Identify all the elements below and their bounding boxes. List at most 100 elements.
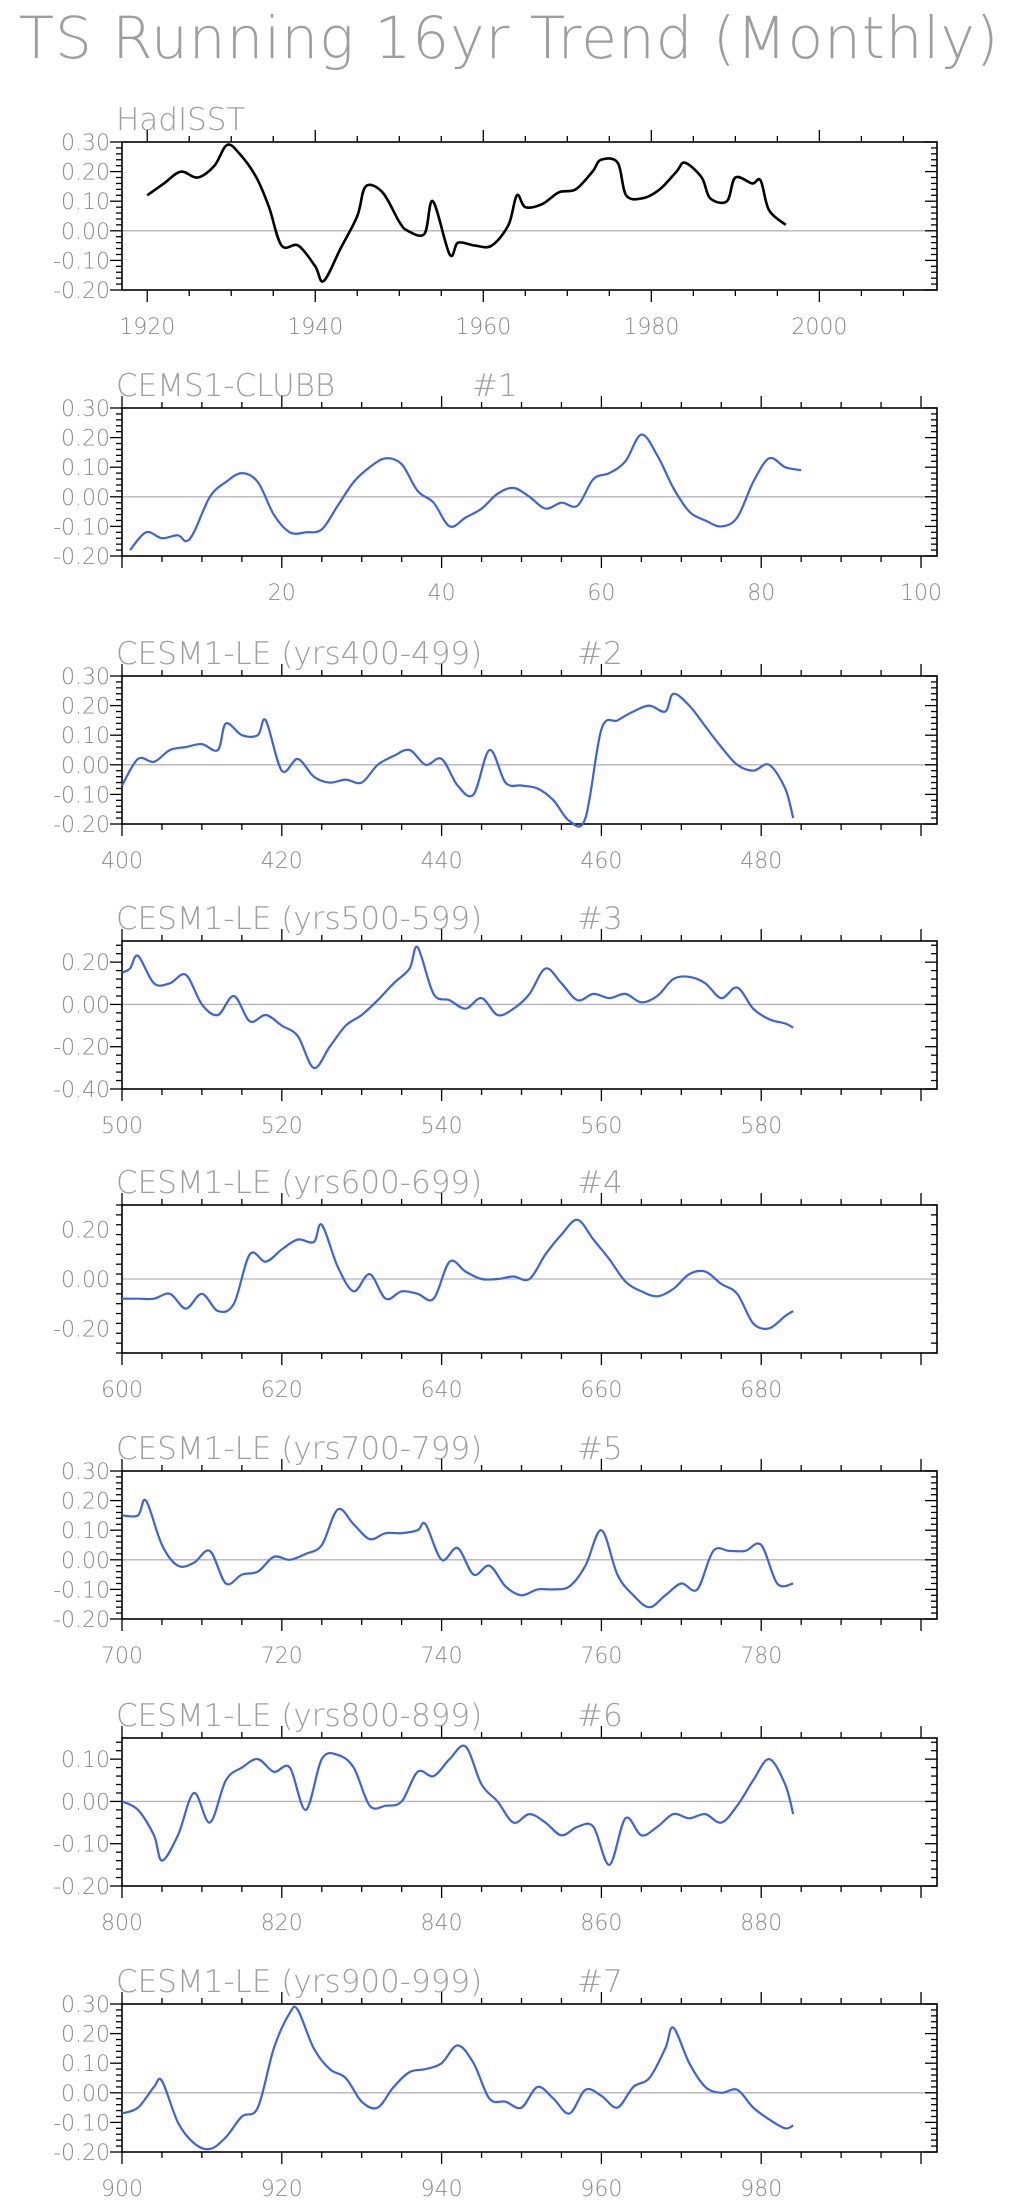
y-tick-label: 0.10 bbox=[61, 2052, 110, 2077]
x-tick-label: 1960 bbox=[455, 315, 511, 340]
panel-title: CEMS1-CLUBB bbox=[116, 368, 335, 404]
y-tick-label: -0.20 bbox=[53, 1608, 110, 1633]
y-tick-label: 0.20 bbox=[61, 695, 110, 720]
x-tick-label: 780 bbox=[740, 1644, 782, 1669]
x-tick-label: 940 bbox=[421, 2177, 463, 2202]
series-line bbox=[146, 143, 787, 283]
chart-panel-4: CESM1-LE (yrs500-599) #3 500 520 540 560 580 -0… bbox=[53, 901, 938, 1139]
chart-panel-3: CESM1-LE (yrs400-499) #2 400 420 440 460 480 -0… bbox=[53, 636, 938, 874]
y-tick-label: 0.00 bbox=[61, 754, 110, 779]
panel-member-label: #7 bbox=[577, 1964, 623, 2000]
plot-frame bbox=[121, 675, 938, 825]
x-tick-label: 1920 bbox=[119, 315, 175, 340]
y-tick-label: -0.10 bbox=[53, 783, 110, 808]
panel-title: CESM1-LE (yrs500-599) bbox=[116, 901, 482, 937]
x-tick-label: 560 bbox=[580, 1114, 622, 1139]
y-tick-label: -0.10 bbox=[53, 1578, 110, 1603]
figure-title: TS Running 16yr Trend (Monthly) bbox=[18, 4, 1000, 72]
x-tick-label: 820 bbox=[261, 1911, 303, 1936]
x-tick-label: 800 bbox=[101, 1911, 143, 1936]
chart-panel-8: CESM1-LE (yrs900-999) #7 900 920 940 960 980 -0… bbox=[53, 1964, 938, 2202]
plot-frame bbox=[121, 1737, 938, 1887]
plot-frame bbox=[121, 407, 938, 557]
y-tick-label: 0.20 bbox=[61, 2023, 110, 2048]
x-tick-label: 460 bbox=[580, 849, 622, 874]
x-tick-label: 840 bbox=[421, 1911, 463, 1936]
y-tick-label: 0.30 bbox=[61, 1460, 110, 1485]
chart-panel-2: CEMS1-CLUBB #1 20 40 60 80 100 -0.20 -0.10 0.00 0.… bbox=[53, 368, 942, 606]
plot-frame bbox=[121, 141, 938, 291]
panel-title: CESM1-LE (yrs900-999) bbox=[116, 1964, 482, 2000]
y-tick-label: 0.30 bbox=[61, 1993, 110, 2018]
chart-panel-5: CESM1-LE (yrs600-699) #4 600 620 640 660 680 -0… bbox=[53, 1165, 938, 1403]
series-line bbox=[121, 945, 794, 1070]
x-tick-label: 440 bbox=[421, 849, 463, 874]
panel-title: CESM1-LE (yrs700-799) bbox=[116, 1431, 482, 1467]
y-tick-label: 0.10 bbox=[61, 724, 110, 749]
plot-frame bbox=[121, 1204, 938, 1354]
y-tick-label: 0.30 bbox=[61, 131, 110, 156]
series-line bbox=[121, 2005, 794, 2151]
y-tick-label: 0.20 bbox=[61, 427, 110, 452]
y-tick-label: 0.20 bbox=[61, 161, 110, 186]
x-tick-label: 760 bbox=[580, 1644, 622, 1669]
x-tick-label: 420 bbox=[261, 849, 303, 874]
panel-member-label: #1 bbox=[472, 368, 518, 404]
x-tick-label: 680 bbox=[740, 1378, 782, 1403]
x-tick-label: 860 bbox=[580, 1911, 622, 1936]
series-line bbox=[129, 433, 802, 551]
chart-panel-6: CESM1-LE (yrs700-799) #5 700 720 740 760 780 -0… bbox=[53, 1431, 938, 1669]
y-tick-label: 0.20 bbox=[61, 1490, 110, 1515]
y-tick-label: -0.20 bbox=[53, 545, 110, 570]
x-tick-label: 1940 bbox=[287, 315, 343, 340]
x-tick-label: 640 bbox=[421, 1378, 463, 1403]
y-tick-label: 0.10 bbox=[61, 1519, 110, 1544]
panel-title: CESM1-LE (yrs800-899) bbox=[116, 1698, 482, 1734]
y-tick-label: 0.10 bbox=[61, 190, 110, 215]
panel-member-label: #3 bbox=[577, 901, 623, 937]
x-tick-label: 740 bbox=[421, 1644, 463, 1669]
chart-panel-1: HadISST 1920 1940 1960 1980 2000 -0.20 -0.10 0.0… bbox=[53, 102, 938, 340]
y-tick-label: -0.10 bbox=[53, 2111, 110, 2136]
y-tick-label: 0.00 bbox=[61, 2082, 110, 2107]
x-tick-label: 60 bbox=[587, 581, 615, 606]
plot-frame bbox=[121, 1470, 938, 1620]
y-tick-label: 0.10 bbox=[61, 1748, 110, 1773]
y-tick-label: 0.00 bbox=[61, 1268, 110, 1293]
x-tick-label: 720 bbox=[261, 1644, 303, 1669]
y-tick-label: -0.20 bbox=[53, 2141, 110, 2166]
x-tick-label: 2000 bbox=[791, 315, 847, 340]
panel-title: HadISST bbox=[116, 102, 245, 138]
series-line bbox=[121, 692, 795, 828]
y-tick-label: -0.10 bbox=[53, 515, 110, 540]
x-tick-label: 600 bbox=[101, 1378, 143, 1403]
x-tick-label: 400 bbox=[101, 849, 143, 874]
series-line bbox=[121, 1498, 794, 1609]
y-tick-label: 0.30 bbox=[61, 665, 110, 690]
plot-frame bbox=[121, 2003, 938, 2153]
y-tick-label: -0.10 bbox=[53, 249, 110, 274]
y-tick-label: -0.20 bbox=[53, 1317, 110, 1342]
x-tick-label: 660 bbox=[580, 1378, 622, 1403]
y-tick-label: 0.30 bbox=[61, 397, 110, 422]
x-tick-label: 960 bbox=[580, 2177, 622, 2202]
panel-member-label: #4 bbox=[577, 1165, 623, 1201]
x-tick-label: 80 bbox=[747, 581, 775, 606]
y-tick-label: -0.20 bbox=[53, 813, 110, 838]
y-tick-label: 0.20 bbox=[61, 951, 110, 976]
y-tick-label: 0.00 bbox=[61, 1790, 110, 1815]
y-tick-label: -0.20 bbox=[53, 1036, 110, 1061]
y-tick-label: 0.00 bbox=[61, 220, 110, 245]
y-tick-label: 0.00 bbox=[61, 1549, 110, 1574]
x-tick-label: 100 bbox=[900, 581, 942, 606]
y-tick-label: 0.00 bbox=[61, 486, 110, 511]
chart-panel-7: CESM1-LE (yrs800-899) #6 800 820 840 860 880 -0… bbox=[53, 1698, 938, 1936]
x-tick-label: 40 bbox=[428, 581, 456, 606]
x-tick-label: 520 bbox=[261, 1114, 303, 1139]
y-tick-label: -0.10 bbox=[53, 1833, 110, 1858]
x-tick-label: 1980 bbox=[623, 315, 679, 340]
y-tick-label: 0.20 bbox=[61, 1219, 110, 1244]
panel-title: CESM1-LE (yrs400-499) bbox=[116, 636, 482, 672]
y-tick-label: -0.20 bbox=[53, 1875, 110, 1900]
